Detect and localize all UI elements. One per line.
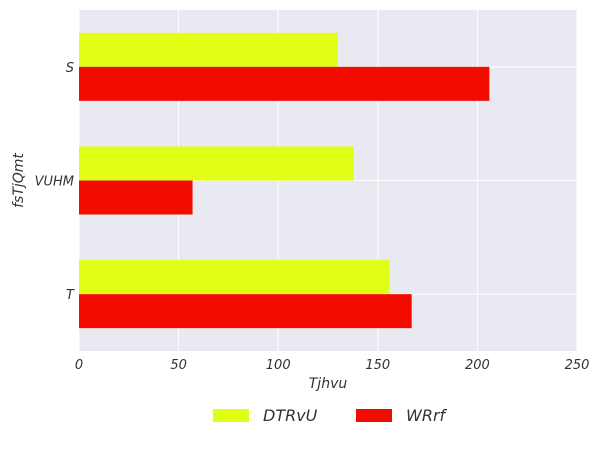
- x-tick-label: 200: [465, 358, 490, 373]
- legend-label-DTRvU: DTRvU: [263, 406, 318, 425]
- x-axis-label: Tjhvu: [309, 376, 348, 392]
- bar-WRrf-S: [79, 66, 490, 101]
- x-tick-label: 50: [170, 358, 187, 373]
- bar-DTRvU-VUHM: [79, 146, 354, 181]
- bar-DTRvU-S: [79, 32, 338, 67]
- x-tick-label: 0: [75, 358, 83, 373]
- legend-label-WRrf: WRrf: [406, 406, 448, 425]
- y-tick-label: VUHM: [35, 175, 74, 190]
- x-tick-label: 100: [266, 358, 291, 373]
- bar-DTRvU-T: [79, 260, 390, 295]
- legend-swatch-DTRvU: [213, 409, 249, 422]
- bar-WRrf-T: [79, 294, 412, 329]
- y-tick-label: T: [66, 288, 75, 303]
- legend: DTRvU WRrf: [213, 406, 448, 425]
- x-tick-label: 150: [365, 358, 390, 373]
- y-tick-labels: S VUHM T: [35, 61, 75, 303]
- y-tick-label: S: [66, 61, 74, 76]
- x-tick-label: 250: [565, 358, 590, 373]
- legend-swatch-WRrf: [356, 409, 392, 422]
- x-tick-labels: 0 50 100 150 200 250: [75, 358, 590, 373]
- y-axis-label: fsTjQmt: [11, 153, 27, 208]
- bar-WRrf-VUHM: [79, 180, 193, 215]
- bars: [79, 32, 490, 329]
